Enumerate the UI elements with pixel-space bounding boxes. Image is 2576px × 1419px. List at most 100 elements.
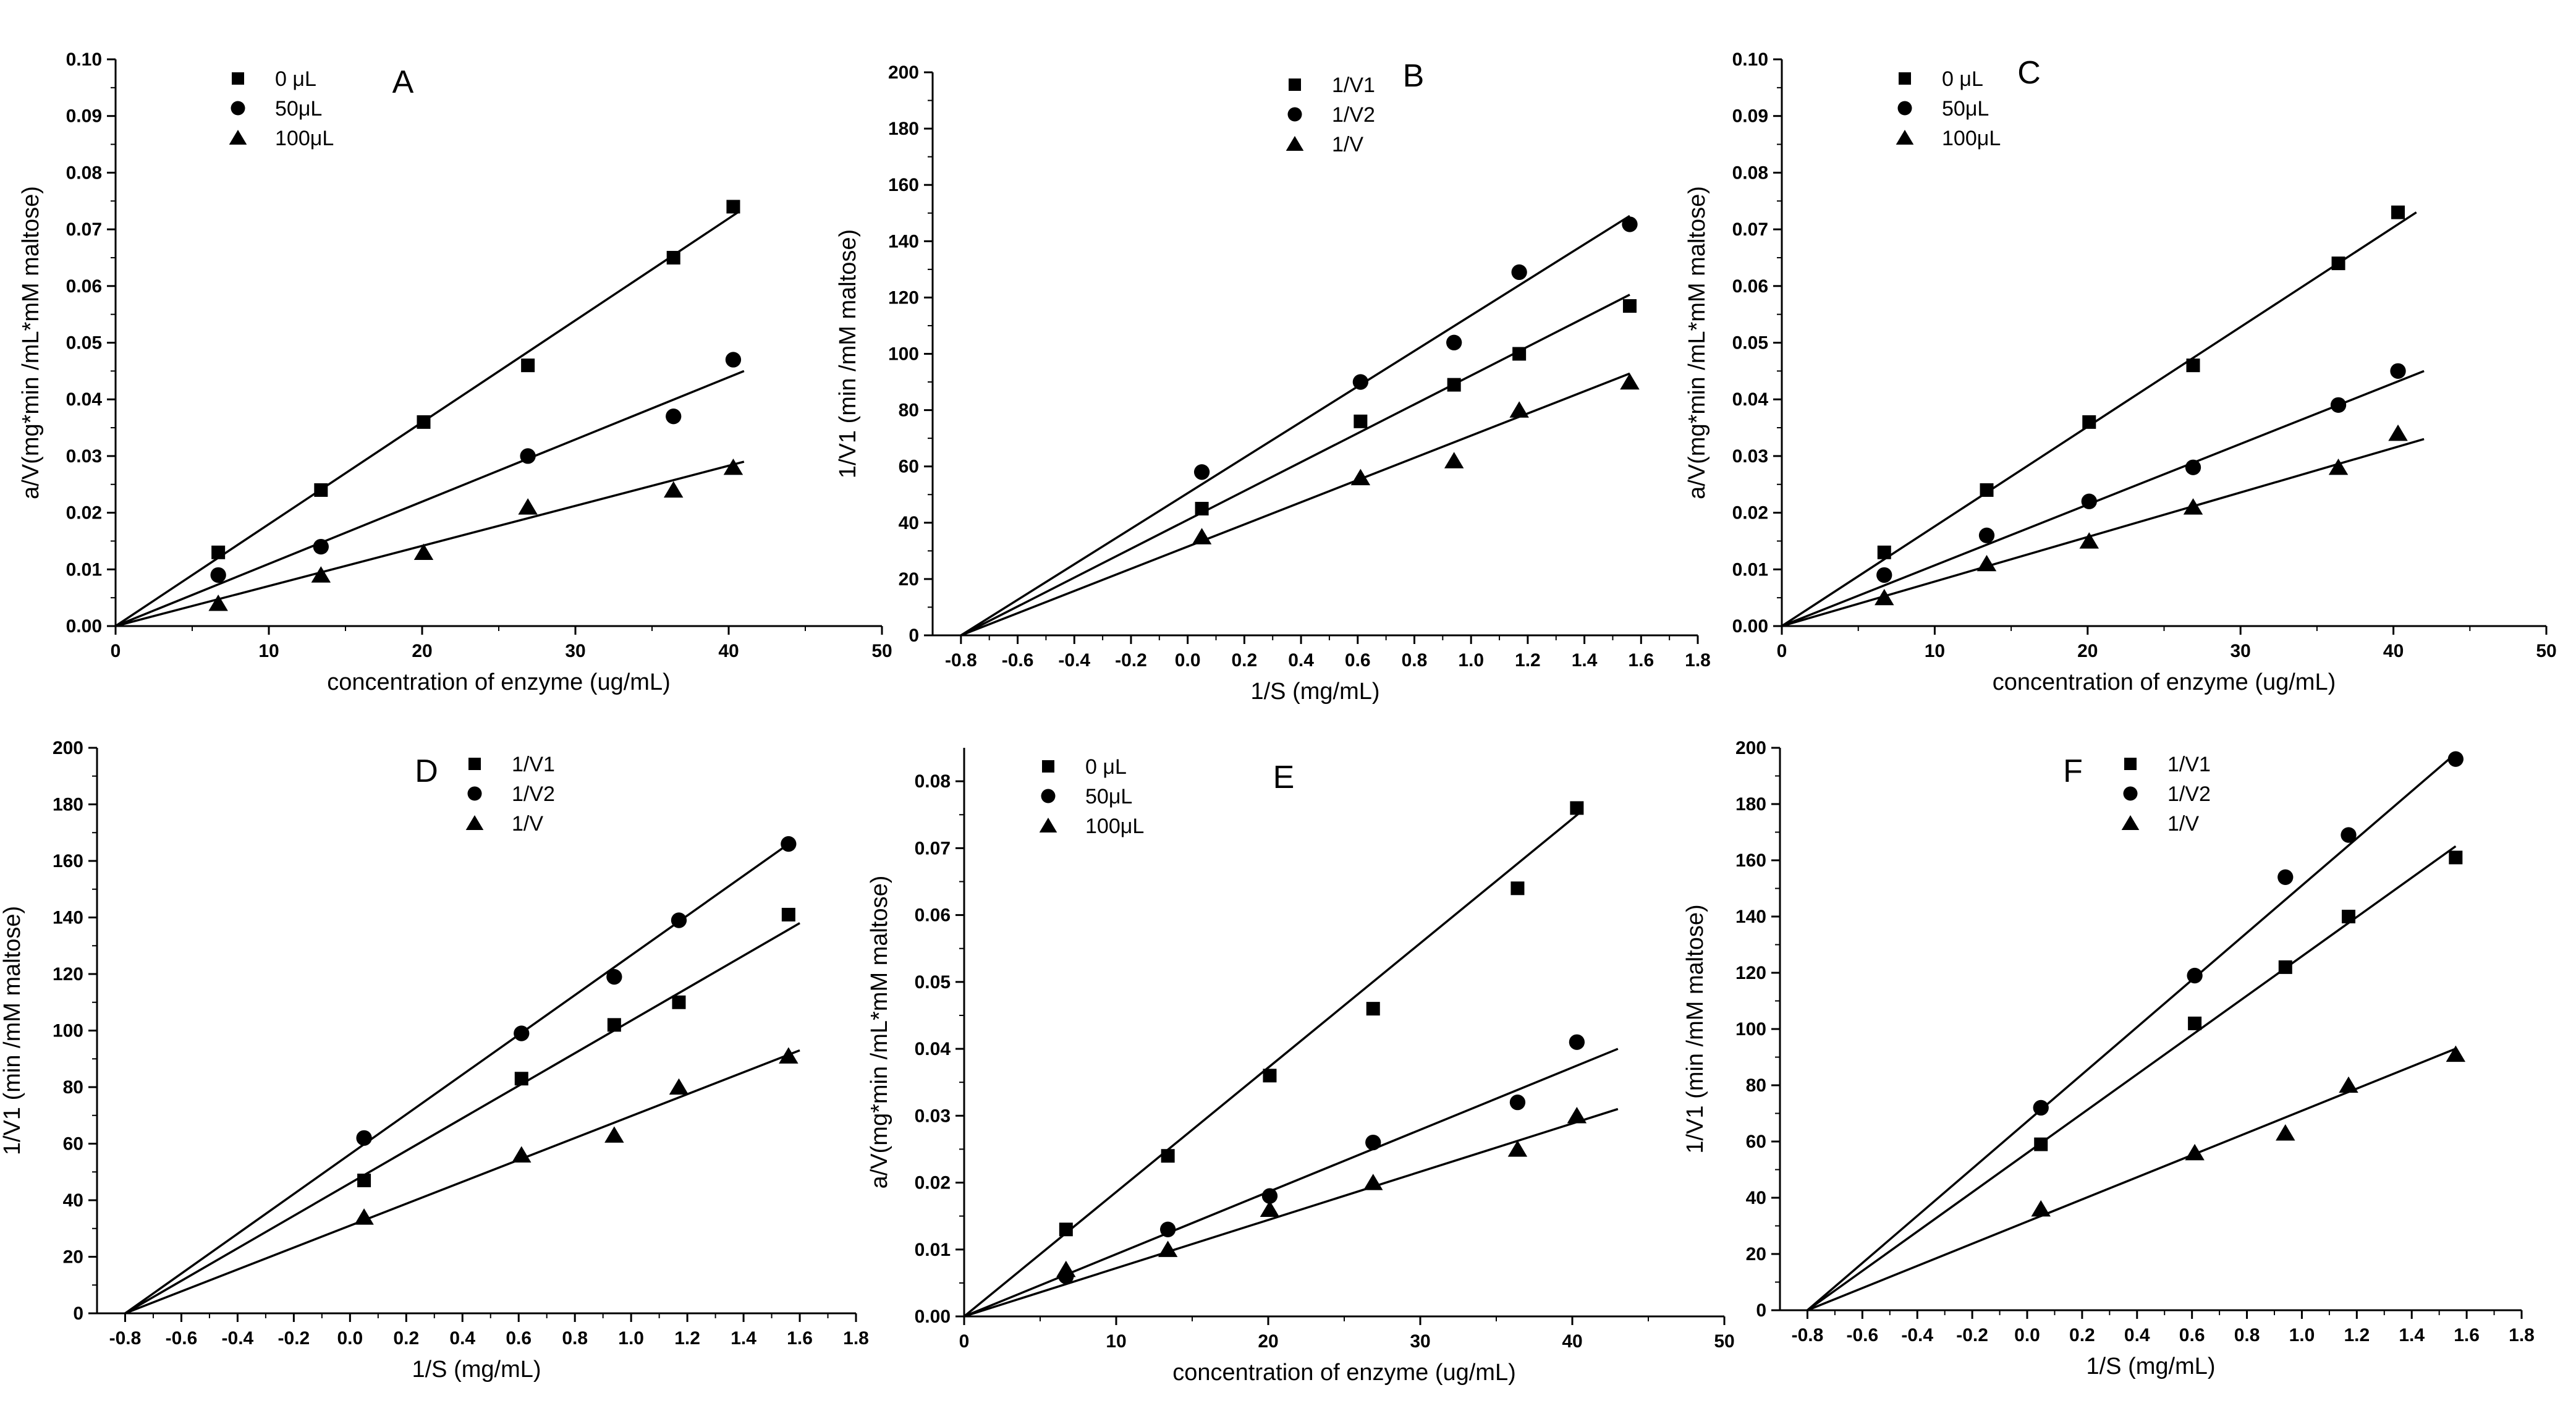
data-point-triangle <box>518 498 538 515</box>
data-point-square <box>2186 358 2200 373</box>
data-point-square <box>2034 1137 2048 1151</box>
x-tick-label: 40 <box>1562 1331 1582 1352</box>
y-tick-label: 0 <box>1756 1300 1766 1321</box>
y-tick-label: 0.06 <box>1732 276 1768 297</box>
data-point-square <box>2331 256 2345 271</box>
y-tick-label: 0.08 <box>66 163 102 183</box>
y-tick-label: 0.01 <box>66 559 102 580</box>
data-point-circle <box>210 567 226 583</box>
data-point-square <box>672 995 686 1009</box>
y-axis-label: 1/V1 (min /mM maltose) <box>0 906 25 1155</box>
x-axis-label: 1/S (mg/mL) <box>412 1357 541 1383</box>
fit-line <box>1807 1048 2456 1311</box>
fit-line <box>124 922 800 1315</box>
data-point-circle <box>2277 869 2294 885</box>
y-tick-label: 0 <box>73 1303 83 1324</box>
data-point-triangle <box>2328 458 2349 475</box>
x-tick-label: 1.0 <box>2289 1325 2315 1345</box>
data-point-square <box>417 415 431 429</box>
y-tick-label: 80 <box>899 400 919 421</box>
legend-marker-square <box>232 72 244 85</box>
data-point-circle <box>1159 1221 1176 1237</box>
fit-line <box>1781 370 2425 627</box>
legend-label: 100μL <box>1085 815 1144 838</box>
y-tick-label: 0.00 <box>66 616 102 637</box>
panel-letter: A <box>392 64 414 100</box>
y-tick-label: 20 <box>1746 1244 1766 1264</box>
y-tick-label: 0.01 <box>1732 559 1768 580</box>
x-tick-label: 10 <box>1106 1331 1126 1352</box>
legend-label: 1/V2 <box>512 782 555 806</box>
y-tick-label: 0.03 <box>1732 446 1768 467</box>
legend-label: 0 μL <box>1085 755 1127 779</box>
y-tick-label: 40 <box>899 513 919 533</box>
y-tick-label: 0 <box>909 625 919 646</box>
legend-marker-triangle <box>2121 815 2140 831</box>
data-point-square <box>1366 1002 1380 1016</box>
data-point-square <box>1161 1149 1175 1163</box>
y-tick-label: 120 <box>1735 963 1766 983</box>
data-point-circle <box>1365 1134 1381 1151</box>
x-axis-label: concentration of enzyme (ug/mL) <box>1172 1360 1516 1386</box>
y-tick-label: 180 <box>888 119 919 139</box>
data-point-square <box>2342 910 2355 923</box>
legend-label: 1/V1 <box>512 753 555 776</box>
y-tick-label: 140 <box>1735 907 1766 927</box>
x-tick-label: -0.4 <box>222 1328 254 1349</box>
data-point-circle <box>520 448 536 464</box>
data-point-triangle <box>1875 588 1894 606</box>
x-tick-label: -0.6 <box>1846 1325 1878 1345</box>
legend-marker-circle <box>1041 789 1056 803</box>
data-point-square <box>2082 415 2096 429</box>
data-point-circle <box>1352 374 1369 390</box>
legend-marker-triangle <box>1039 818 1057 833</box>
y-tick-label: 0.09 <box>1732 106 1768 127</box>
data-point-square <box>781 907 795 921</box>
x-tick-label: 1.4 <box>1572 650 1598 671</box>
y-tick-label: 100 <box>53 1021 83 1041</box>
chart-panel-d: -0.8 -0.6 -0.4 -0.2 0.0 0.2 0.4 0.6 0.8 1.0 1.2 1.4… <box>0 738 869 1383</box>
x-tick-label: 0 <box>111 641 121 661</box>
data-point-triangle <box>1444 452 1464 468</box>
y-tick-label: 80 <box>1746 1075 1766 1096</box>
panel-letter: D <box>415 753 438 789</box>
x-tick-label: 30 <box>2231 641 2251 661</box>
data-point-triangle <box>1363 1174 1383 1190</box>
y-tick-label: 0.03 <box>915 1106 951 1126</box>
y-tick-label: 100 <box>1735 1019 1766 1040</box>
legend-label: 100μL <box>275 127 334 150</box>
x-tick-label: 10 <box>258 641 279 661</box>
legend-label: 1/V2 <box>1332 103 1375 127</box>
y-tick-label: 20 <box>899 569 919 590</box>
x-tick-label: 1.0 <box>1458 650 1484 671</box>
data-point-triangle <box>2079 532 2099 549</box>
data-point-circle <box>1193 464 1210 480</box>
legend-label: 0 μL <box>1942 67 1983 91</box>
x-tick-label: -0.2 <box>1956 1325 1988 1345</box>
data-point-square <box>1354 414 1368 428</box>
y-tick-label: 0.05 <box>66 333 102 354</box>
panel-letter: F <box>2063 753 2083 789</box>
y-tick-label: 200 <box>53 738 83 758</box>
legend-label: 1/V <box>2167 812 2199 836</box>
data-point-triangle <box>2446 1045 2466 1062</box>
fit-line <box>1807 752 2457 1311</box>
data-point-square <box>1877 545 1891 559</box>
x-tick-label: 0.4 <box>1288 650 1314 671</box>
x-tick-label: 1.6 <box>2454 1325 2480 1345</box>
y-tick-label: 0.06 <box>66 276 102 297</box>
legend-label: 1/V <box>1332 133 1363 156</box>
data-point-circle <box>2033 1099 2049 1116</box>
data-point-triangle <box>1350 468 1371 486</box>
x-tick-label: 0.0 <box>337 1328 363 1349</box>
data-point-square <box>607 1018 621 1032</box>
x-tick-label: 0.8 <box>562 1328 588 1349</box>
fit-line <box>960 294 1630 637</box>
legend-marker-circle <box>467 786 482 801</box>
data-point-circle <box>1876 567 1892 583</box>
y-tick-label: 0.04 <box>915 1039 951 1059</box>
data-point-square <box>2278 960 2292 974</box>
x-tick-label: 40 <box>718 641 739 661</box>
data-point-circle <box>1569 1034 1585 1050</box>
x-tick-label: 0.2 <box>2069 1325 2095 1345</box>
